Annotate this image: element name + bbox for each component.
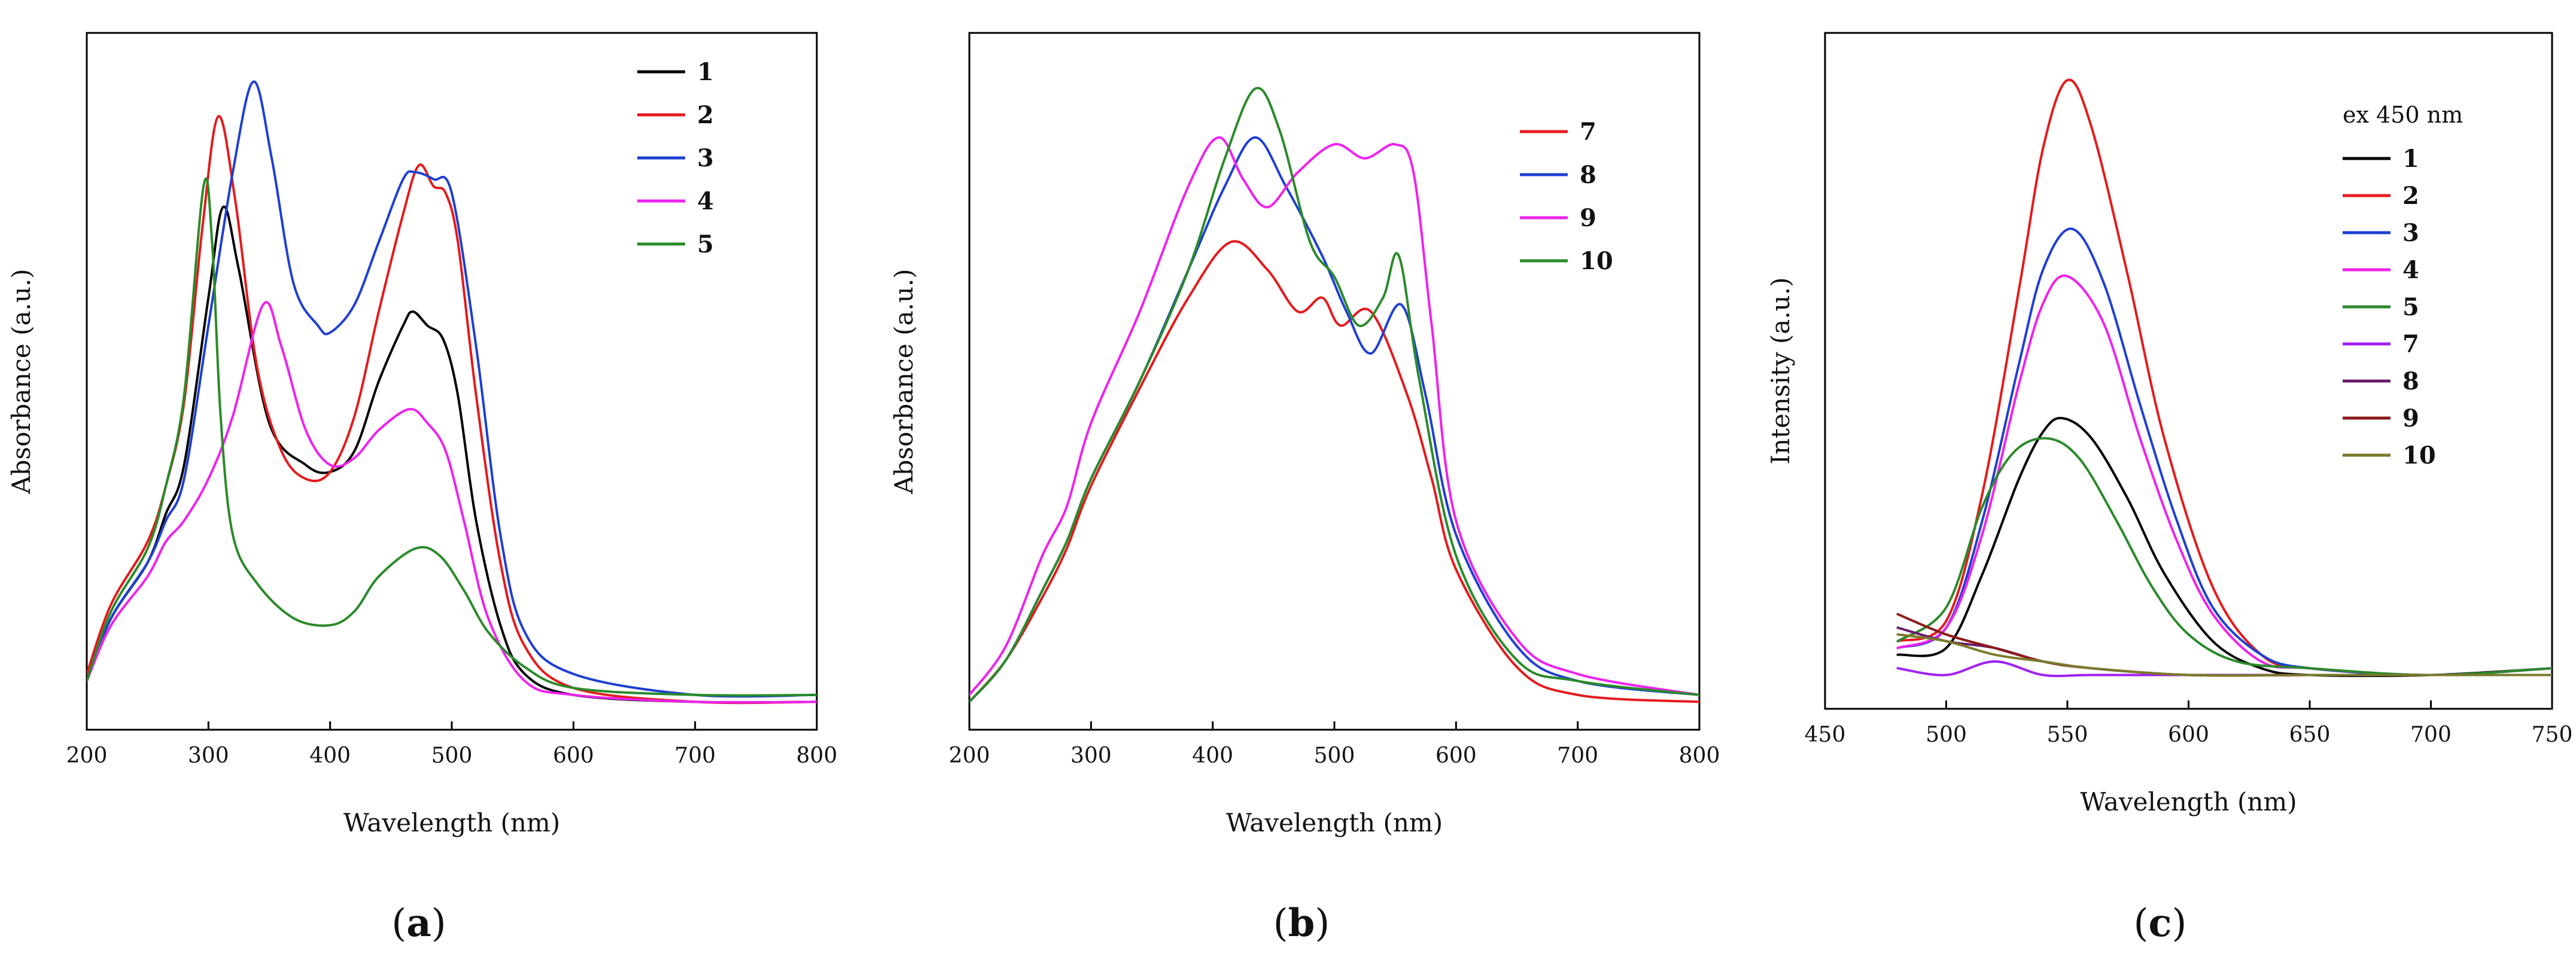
legend-label-8: 8 — [1580, 161, 1596, 189]
series-line-4 — [87, 301, 817, 704]
legend-label-2: 2 — [2402, 182, 2419, 210]
legend-label-7: 7 — [1580, 118, 1596, 146]
legend-label-9: 9 — [1580, 204, 1596, 232]
series-line-5 — [1896, 437, 2552, 676]
legend-title: ex 450 nm — [2343, 102, 2463, 128]
series-line-5 — [87, 177, 817, 697]
x-tick-label: 600 — [2168, 723, 2209, 747]
legend-label-8: 8 — [2402, 367, 2419, 395]
x-tick-label: 300 — [1070, 743, 1112, 768]
legend-label-1: 1 — [2402, 145, 2419, 173]
x-tick-label: 550 — [2047, 723, 2088, 747]
series-line-3 — [87, 80, 817, 698]
series-line-1 — [1896, 416, 2552, 677]
series-line-3 — [1896, 227, 2552, 676]
legend-label-2: 2 — [697, 101, 714, 129]
legend-label-4: 4 — [2402, 256, 2419, 284]
legend-label-3: 3 — [697, 144, 714, 172]
x-tick-label: 500 — [1314, 743, 1355, 768]
x-tick-label: 700 — [674, 743, 716, 768]
x-tick-label: 400 — [1192, 743, 1233, 768]
legend-label-4: 4 — [697, 187, 714, 215]
x-tick-label: 800 — [796, 743, 838, 768]
legend-label-1: 1 — [697, 58, 714, 86]
x-tick-label: 700 — [2410, 723, 2452, 747]
y-axis-title: Intensity (a.u.) — [1766, 278, 1795, 465]
panel-label-b: (b) — [1273, 901, 1330, 946]
legend-label-7: 7 — [2402, 330, 2419, 358]
x-tick-label: 600 — [553, 743, 594, 768]
x-tick-label: 300 — [188, 743, 229, 768]
series-line-2 — [1896, 78, 2552, 676]
x-tick-label: 750 — [2532, 723, 2573, 747]
panel-label-a: (a) — [391, 901, 446, 946]
x-tick-label: 200 — [949, 743, 990, 768]
x-axis-title: Wavelength (nm) — [343, 808, 560, 837]
x-tick-label: 500 — [431, 743, 473, 768]
x-tick-label: 450 — [1805, 723, 1846, 747]
series-line-10 — [969, 87, 1699, 703]
x-tick-label: 700 — [1557, 743, 1598, 768]
series-line-10 — [1896, 633, 2552, 677]
legend-label-10: 10 — [2402, 441, 2436, 470]
panel-label-c: (c) — [2134, 901, 2187, 946]
x-tick-label: 800 — [1679, 743, 1720, 768]
x-axis-title: Wavelength (nm) — [2080, 787, 2297, 816]
series-line-7 — [969, 240, 1699, 703]
chart-panel-a: 200 300 400 500 600 700 800 Wavelength (nm) Abso… — [7, 32, 838, 946]
y-axis-title: Absorbance (a.u.) — [7, 269, 36, 494]
series-line-4 — [1896, 274, 2552, 676]
chart-panel-b: 200 300 400 500 600 700 800 Wavelength (nm) Abso… — [889, 32, 1720, 946]
legend-label-3: 3 — [2402, 219, 2419, 247]
legend-label-10: 10 — [1580, 247, 1613, 275]
chart-panel-c: 450 500 550 600 650 700 750 Wavelength (nm) Inte… — [1766, 32, 2573, 946]
x-tick-label: 600 — [1435, 743, 1477, 768]
x-tick-label: 400 — [309, 743, 351, 768]
x-tick-label: 500 — [1926, 723, 1967, 747]
x-tick-label: 650 — [2289, 723, 2331, 747]
x-tick-label: 200 — [66, 743, 108, 768]
legend-label-9: 9 — [2402, 404, 2419, 432]
x-axis-title: Wavelength (nm) — [1226, 808, 1443, 837]
legend-label-5: 5 — [2402, 293, 2419, 321]
y-axis-title: Absorbance (a.u.) — [889, 269, 919, 494]
legend-label-5: 5 — [697, 230, 714, 258]
plot-frame — [1824, 32, 2553, 710]
